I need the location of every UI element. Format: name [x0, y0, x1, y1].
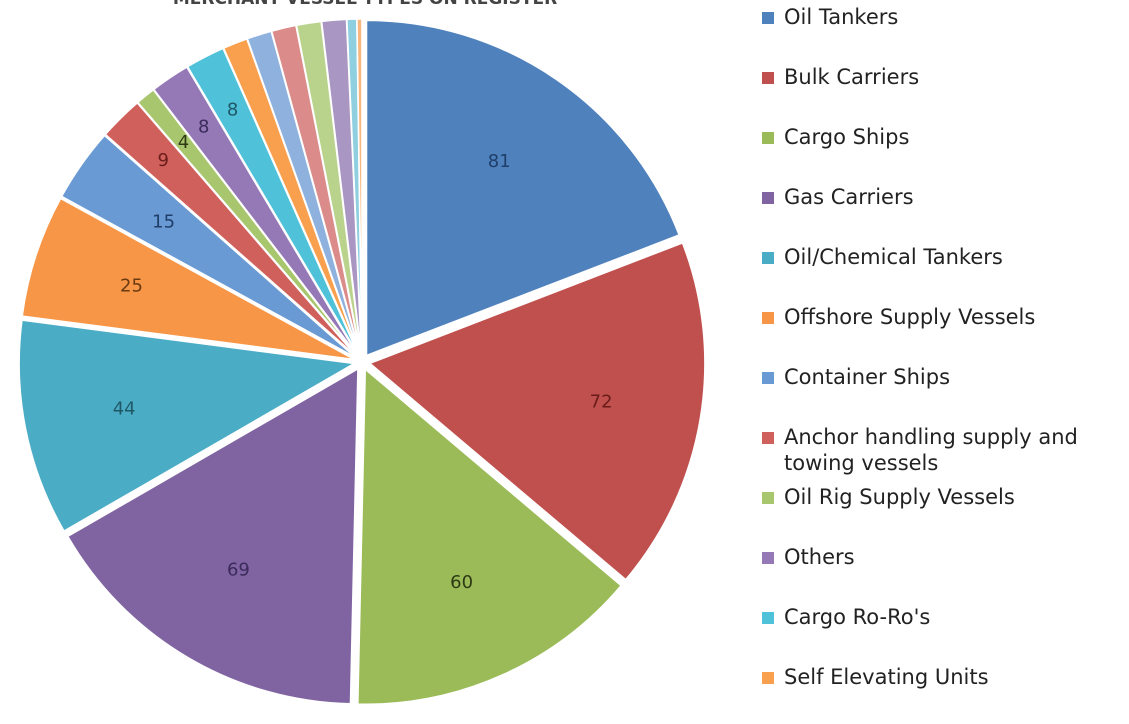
legend-swatch	[762, 552, 774, 564]
legend-label: Bulk Carriers	[784, 65, 920, 89]
legend-label: Container Ships	[784, 365, 951, 389]
legend-item: Oil Tankers	[762, 4, 1102, 64]
data-label: 69	[227, 560, 250, 581]
legend-label: Gas Carriers	[784, 185, 914, 209]
pie-slice	[365, 19, 681, 357]
legend-item: Self Elevating Units	[762, 664, 1102, 724]
pie-slice	[152, 66, 359, 356]
data-label: 8	[227, 100, 238, 121]
legend-label: Anchor handling supply and towing vessel…	[784, 425, 1078, 475]
legend-item: Gas Carriers	[762, 184, 1102, 244]
legend-swatch	[762, 672, 774, 684]
data-label: 72	[590, 391, 613, 412]
legend-swatch	[762, 132, 774, 144]
legend-label: Cargo Ro-Ro's	[784, 605, 931, 629]
data-label: 44	[113, 398, 136, 419]
pie-slice	[356, 18, 363, 355]
legend-item: Anchor handling supply and towing vessel…	[762, 424, 1102, 484]
legend-swatch	[762, 312, 774, 324]
legend-item: Oil Rig Supply Vessels	[762, 484, 1102, 544]
pie-slice	[104, 101, 357, 357]
legend-swatch	[762, 12, 774, 24]
legend-label: Cargo Ships	[784, 125, 910, 149]
pie-slice	[18, 319, 357, 533]
data-label: 15	[152, 212, 175, 233]
legend-label: Oil/Chemical Tankers	[784, 245, 1003, 269]
legend-item: Others	[762, 544, 1102, 604]
data-label: 60	[450, 572, 473, 593]
data-label: 9	[157, 150, 168, 171]
legend-swatch	[762, 192, 774, 204]
legend-item: Container Ships	[762, 364, 1102, 424]
legend-item: Cargo Ships	[762, 124, 1102, 184]
data-label: 81	[488, 151, 511, 172]
page: {"chart_data": {"type": "pie", "title": …	[18, 0, 1078, 704]
legend-swatch	[762, 72, 774, 84]
legend-label: Offshore Supply Vessels	[784, 305, 1036, 329]
legend-label: Oil Tankers	[784, 5, 899, 29]
legend-swatch	[762, 252, 774, 264]
data-label: 8	[198, 117, 209, 138]
chart-title: MERCHANT VESSEL TYPES ON REGISTER	[173, 0, 557, 9]
legend: Oil Tankers Bulk Carriers Cargo Ships Gas C…	[762, 4, 1102, 724]
pie-slice	[66, 367, 359, 704]
data-label: 25	[120, 276, 143, 297]
legend-swatch	[762, 612, 774, 624]
legend-swatch	[762, 432, 774, 444]
pie-slice	[21, 197, 355, 361]
legend-label: Oil Rig Supply Vessels	[784, 485, 1015, 509]
legend-label: Others	[784, 545, 855, 569]
legend-swatch	[762, 492, 774, 504]
legend-item: Cargo Ro-Ro's	[762, 604, 1102, 664]
pie-slice	[186, 47, 360, 356]
legend-item: Offshore Supply Vessels	[762, 304, 1102, 364]
pie-slice	[368, 241, 706, 581]
pie-slice	[60, 134, 356, 359]
chart: MERCHANT VESSEL TYPES ON REGISTER 81 72 60…	[18, 0, 706, 704]
legend-label: Self Elevating Units	[784, 665, 989, 689]
data-label: 4	[178, 132, 189, 153]
legend-item: Oil/Chemical Tankers	[762, 244, 1102, 304]
legend-swatch	[762, 372, 774, 384]
legend-item: Bulk Carriers	[762, 64, 1102, 124]
